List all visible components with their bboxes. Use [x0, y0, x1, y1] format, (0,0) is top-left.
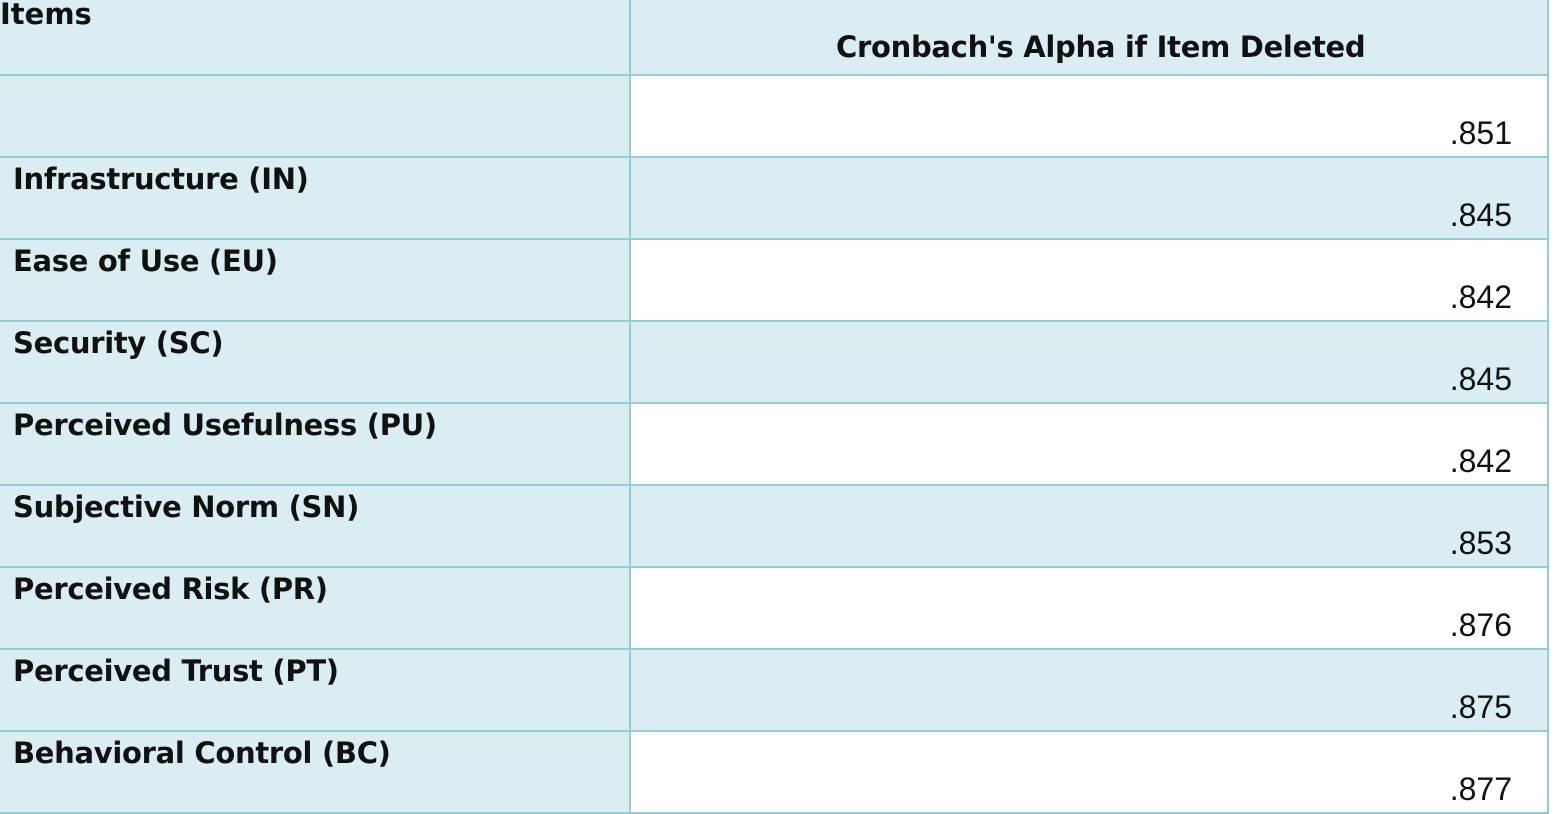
table-row: Security (SC) .845 — [0, 322, 1549, 404]
table-row: Perceived Risk (PR) .876 — [0, 568, 1549, 650]
alpha-value: .851 — [1449, 115, 1512, 151]
item-cell: Behavioral Control (BC) — [0, 732, 631, 812]
alpha-cell: .877 — [631, 732, 1549, 812]
item-label: Subjective Norm (SN) — [13, 490, 360, 524]
item-cell: Subjective Norm (SN) — [0, 486, 631, 566]
item-cell: Security (SC) — [0, 322, 631, 402]
header-items-cell: Items — [0, 0, 631, 74]
table-row: Behavioral Control (BC) .877 — [0, 732, 1549, 814]
alpha-cell: .845 — [631, 158, 1549, 238]
item-cell: Perceived Risk (PR) — [0, 568, 631, 648]
alpha-cell: .842 — [631, 240, 1549, 320]
alpha-cell: .853 — [631, 486, 1549, 566]
header-alpha-cell: Cronbach's Alpha if Item Deleted — [631, 0, 1549, 74]
item-cell: Ease of Use (EU) — [0, 240, 631, 320]
item-label: Ease of Use (EU) — [13, 244, 278, 278]
table-row: Infrastructure (IN) .845 — [0, 158, 1549, 240]
alpha-cell: .851 — [631, 76, 1549, 156]
alpha-value: .845 — [1449, 361, 1512, 397]
alpha-value: .877 — [1449, 771, 1512, 807]
table-row: .851 — [0, 76, 1549, 158]
alpha-cell: .875 — [631, 650, 1549, 730]
item-label: Perceived Usefulness (PU) — [13, 408, 437, 442]
table-row: Perceived Trust (PT) .875 — [0, 650, 1549, 732]
table-header-row: Items Cronbach's Alpha if Item Deleted — [0, 0, 1549, 76]
alpha-cell: .876 — [631, 568, 1549, 648]
alpha-value: .842 — [1449, 279, 1512, 315]
alpha-value: .842 — [1449, 443, 1512, 479]
alpha-cell: .845 — [631, 322, 1549, 402]
alpha-value: .875 — [1449, 689, 1512, 725]
alpha-value: .845 — [1449, 197, 1512, 233]
item-label: Perceived Risk (PR) — [13, 572, 328, 606]
item-label: Behavioral Control (BC) — [13, 736, 391, 770]
item-cell: Infrastructure (IN) — [0, 158, 631, 238]
table-row: Ease of Use (EU) .842 — [0, 240, 1549, 322]
header-items: Items — [0, 0, 92, 31]
alpha-cell: .842 — [631, 404, 1549, 484]
header-alpha: Cronbach's Alpha if Item Deleted — [836, 30, 1366, 64]
item-cell — [0, 76, 631, 156]
table-row: Subjective Norm (SN) .853 — [0, 486, 1549, 568]
item-label: Infrastructure (IN) — [13, 162, 309, 196]
alpha-value: .876 — [1449, 607, 1512, 643]
item-cell: Perceived Trust (PT) — [0, 650, 631, 730]
item-label: Security (SC) — [13, 326, 224, 360]
table-row: Perceived Usefulness (PU) .842 — [0, 404, 1549, 486]
item-cell: Perceived Usefulness (PU) — [0, 404, 631, 484]
item-label: Perceived Trust (PT) — [13, 654, 339, 688]
alpha-value: .853 — [1449, 525, 1512, 561]
